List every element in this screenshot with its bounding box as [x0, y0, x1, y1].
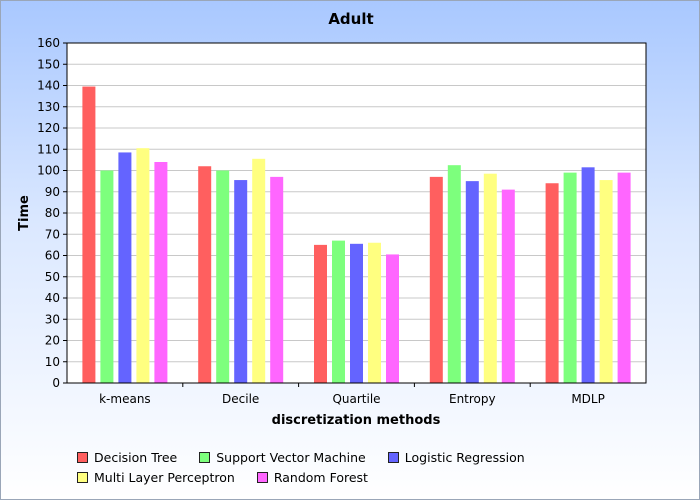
legend-swatch: [256, 471, 268, 483]
y-tick-label: 90: [45, 185, 60, 199]
bar: [617, 172, 631, 383]
y-tick-label: 120: [37, 121, 60, 135]
y-tick-label: 110: [37, 142, 60, 156]
bar: [501, 189, 515, 383]
bar: [465, 181, 479, 383]
y-tick-label: 20: [45, 334, 60, 348]
legend-swatch: [77, 471, 88, 483]
bar: [447, 165, 461, 383]
bar: [332, 240, 345, 383]
y-tick-label: 140: [37, 79, 60, 93]
x-axis-ticks: k-means Decile Quartile Entropy MDLP: [99, 383, 605, 406]
bar: [314, 244, 327, 383]
bar: [100, 170, 114, 383]
bars: [82, 86, 631, 383]
y-tick-label: 40: [45, 291, 60, 305]
y-tick-label: 160: [37, 36, 60, 50]
x-tick-label: Quartile: [332, 392, 380, 406]
bar: [82, 86, 96, 383]
bar: [483, 173, 497, 383]
bar: [136, 148, 150, 383]
bar: [216, 170, 230, 383]
legend-label: Random Forest: [273, 469, 368, 485]
x-tick-label: Entropy: [449, 392, 496, 406]
y-axis-title: Time: [17, 195, 32, 231]
y-tick-label: 50: [45, 270, 60, 284]
x-tick-label: k-means: [99, 392, 151, 406]
y-tick-label: 70: [45, 227, 60, 241]
bar: [563, 172, 577, 383]
legend-swatch: [199, 451, 211, 463]
bar: [118, 152, 132, 383]
y-tick-label: 0: [52, 376, 60, 390]
bar: [198, 166, 212, 383]
legend-row-1: Decision Tree Support Vector Machine Log…: [77, 447, 637, 467]
legend-label: Logistic Regression: [404, 449, 525, 465]
bar: [581, 167, 595, 383]
legend-item-support-vector-machine: Support Vector Machine: [199, 450, 366, 465]
legend-item-decision-tree: Decision Tree: [77, 450, 177, 465]
legend-label: Decision Tree: [94, 449, 178, 465]
bar: [429, 176, 443, 383]
y-tick-label: 10: [45, 355, 60, 369]
legend-row-2: Multi Layer Perceptron Random Forest: [77, 467, 637, 487]
legend-swatch: [77, 451, 88, 463]
y-tick-label: 80: [45, 206, 60, 220]
bar: [545, 183, 559, 383]
legend-item-random-forest: Random Forest: [256, 469, 368, 485]
chart-title: Adult: [328, 10, 373, 28]
y-tick-label: 100: [37, 164, 60, 178]
bar: [368, 242, 381, 383]
legend-label: Multi Layer Perceptron: [94, 469, 235, 485]
bar: [270, 176, 284, 383]
y-axis-ticks: 0 10 20 30 40 50 60 70 80 90 100 110 120 130 140 150 160: [37, 36, 67, 390]
legend: Decision Tree Support Vector Machine Log…: [77, 447, 637, 487]
x-axis-title: discretization methods: [272, 413, 441, 428]
legend-item-logistic-regression: Logistic Regression: [387, 449, 525, 465]
bar: [350, 243, 363, 383]
x-tick-label: Decile: [222, 392, 259, 406]
bar: [154, 162, 168, 383]
bar: [234, 180, 248, 383]
y-tick-label: 60: [45, 249, 60, 263]
legend-item-multi-layer-perceptron: Multi Layer Perceptron: [77, 470, 235, 485]
y-tick-label: 130: [37, 100, 60, 114]
y-tick-label: 30: [45, 312, 60, 326]
legend-label: Support Vector Machine: [216, 449, 366, 465]
bar: [386, 254, 399, 383]
bar: [599, 180, 613, 383]
legend-swatch: [387, 451, 399, 463]
bar: [252, 158, 266, 383]
y-tick-label: 150: [37, 57, 60, 71]
x-tick-label: MDLP: [571, 392, 605, 406]
